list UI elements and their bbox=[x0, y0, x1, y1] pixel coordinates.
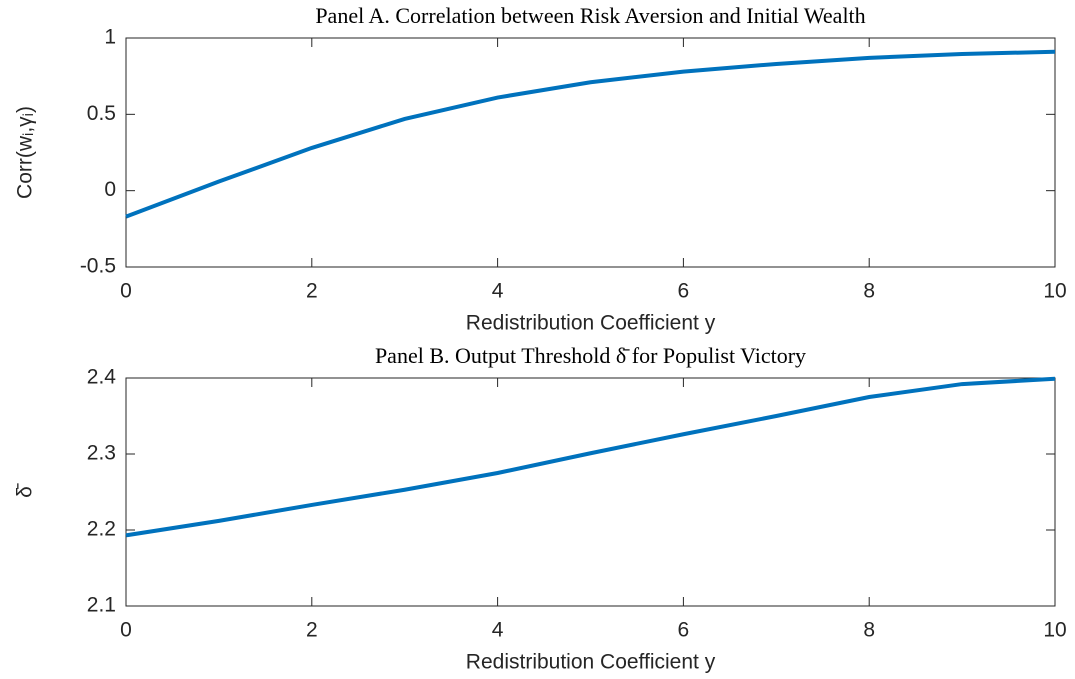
x-axis-label: Redistribution Coefficient y bbox=[466, 651, 716, 674]
x-tick-label: 10 bbox=[1043, 619, 1066, 642]
y-tick-label: -0.5 bbox=[80, 255, 116, 278]
x-axis-label: Redistribution Coefficient y bbox=[466, 312, 716, 335]
axes-box bbox=[125, 37, 1056, 268]
chart-title: Panel B. Output Threshold δ̄ for Populis… bbox=[375, 343, 806, 368]
y-tick-label: 2.2 bbox=[87, 518, 116, 541]
x-tick-label: 2 bbox=[306, 280, 318, 303]
y-tick-label: 2.4 bbox=[87, 366, 117, 389]
x-tick-label: 8 bbox=[863, 280, 875, 303]
x-tick-label: 6 bbox=[678, 619, 690, 642]
y-tick-label: 2.1 bbox=[87, 594, 116, 617]
x-tick-label: 10 bbox=[1043, 280, 1066, 303]
y-tick-label: 2.3 bbox=[87, 442, 116, 465]
x-tick-label: 0 bbox=[120, 280, 132, 303]
x-tick-label: 8 bbox=[863, 619, 875, 642]
y-tick-label: 0.5 bbox=[87, 102, 116, 125]
line-series bbox=[125, 376, 1056, 538]
x-tick-label: 2 bbox=[306, 619, 318, 642]
y-axis-label: Corr(wᵢ,γᵢ) bbox=[14, 106, 37, 199]
axes-box bbox=[125, 377, 1056, 607]
y-tick-label: 1 bbox=[104, 26, 116, 49]
x-tick-label: 0 bbox=[120, 619, 132, 642]
x-tick-label: 4 bbox=[492, 280, 504, 303]
y-axis-label: δ̄ bbox=[14, 483, 37, 498]
x-tick-label: 6 bbox=[678, 280, 690, 303]
line-series bbox=[125, 49, 1056, 219]
x-tick-label: 4 bbox=[492, 619, 504, 642]
y-tick-label: 0 bbox=[104, 178, 116, 201]
chart-title: Panel A. Correlation between Risk Aversi… bbox=[315, 3, 865, 28]
